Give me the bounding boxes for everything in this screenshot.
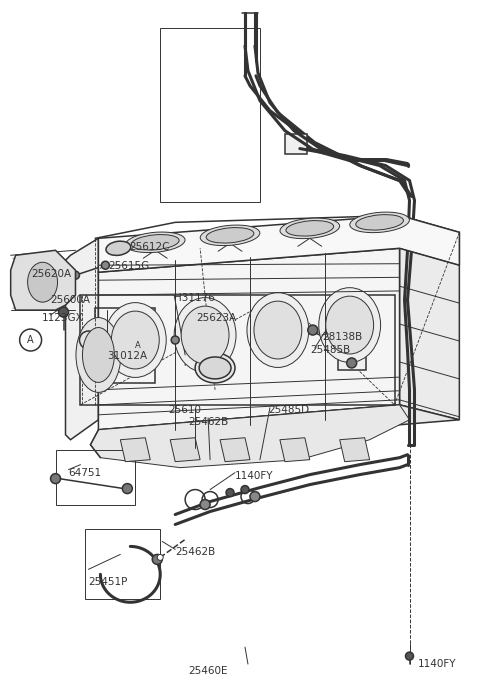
Text: 25600A: 25600A xyxy=(50,295,91,305)
Ellipse shape xyxy=(199,357,231,379)
Circle shape xyxy=(59,307,69,317)
Circle shape xyxy=(250,491,260,502)
Polygon shape xyxy=(90,405,409,468)
Polygon shape xyxy=(280,438,310,462)
Ellipse shape xyxy=(286,220,334,236)
Circle shape xyxy=(241,486,249,493)
Ellipse shape xyxy=(28,262,58,302)
Polygon shape xyxy=(11,250,75,310)
Ellipse shape xyxy=(356,215,404,230)
Circle shape xyxy=(308,325,318,335)
Polygon shape xyxy=(98,216,459,272)
Text: 1140FY: 1140FY xyxy=(418,659,456,669)
Text: 25612C: 25612C xyxy=(129,243,170,252)
Text: 25620A: 25620A xyxy=(32,269,72,279)
Circle shape xyxy=(200,500,210,509)
Text: A: A xyxy=(135,340,141,349)
Text: 25451P: 25451P xyxy=(88,577,128,587)
Text: A: A xyxy=(27,335,34,345)
Circle shape xyxy=(152,554,162,564)
Text: 64751: 64751 xyxy=(69,468,102,477)
Bar xyxy=(81,295,395,405)
Text: 25610: 25610 xyxy=(168,405,202,415)
Ellipse shape xyxy=(83,328,114,383)
Ellipse shape xyxy=(254,301,302,359)
Polygon shape xyxy=(340,438,370,462)
Polygon shape xyxy=(98,248,399,430)
Circle shape xyxy=(50,473,60,484)
Ellipse shape xyxy=(247,292,309,367)
Text: H31176: H31176 xyxy=(174,293,215,303)
Circle shape xyxy=(72,271,80,279)
Text: 31012A: 31012A xyxy=(108,351,147,361)
Polygon shape xyxy=(120,438,150,462)
Ellipse shape xyxy=(206,227,254,243)
Ellipse shape xyxy=(76,317,121,392)
Circle shape xyxy=(101,261,109,269)
Bar xyxy=(85,529,160,599)
Ellipse shape xyxy=(106,241,131,256)
Ellipse shape xyxy=(174,297,236,372)
Bar xyxy=(338,342,366,370)
Bar xyxy=(96,308,155,383)
Text: 25462B: 25462B xyxy=(175,547,216,557)
Polygon shape xyxy=(96,216,455,256)
Ellipse shape xyxy=(319,288,381,362)
Polygon shape xyxy=(170,438,200,462)
Circle shape xyxy=(157,554,163,561)
Circle shape xyxy=(406,652,413,660)
Ellipse shape xyxy=(132,234,179,250)
Ellipse shape xyxy=(104,303,166,378)
Circle shape xyxy=(171,336,179,344)
Text: 28138B: 28138B xyxy=(322,332,362,342)
Text: 1123GX: 1123GX xyxy=(42,313,84,323)
Bar xyxy=(285,134,307,154)
Ellipse shape xyxy=(350,212,409,233)
Ellipse shape xyxy=(111,311,159,369)
Text: 25462B: 25462B xyxy=(188,416,228,427)
Text: 25623A: 25623A xyxy=(196,313,236,323)
Ellipse shape xyxy=(280,218,340,238)
Polygon shape xyxy=(65,238,98,440)
Polygon shape xyxy=(98,405,459,445)
Text: 25460E: 25460E xyxy=(188,666,228,676)
Text: 1140FY: 1140FY xyxy=(235,471,274,481)
Ellipse shape xyxy=(200,225,260,245)
Polygon shape xyxy=(399,216,459,420)
Text: 25485D: 25485D xyxy=(268,405,309,415)
Ellipse shape xyxy=(326,296,373,354)
Text: 25615G: 25615G xyxy=(108,261,150,271)
Polygon shape xyxy=(220,438,250,462)
Ellipse shape xyxy=(125,232,185,252)
Bar xyxy=(56,450,135,505)
Circle shape xyxy=(122,484,132,493)
Bar xyxy=(160,28,260,202)
Circle shape xyxy=(226,489,234,497)
Ellipse shape xyxy=(195,353,235,383)
Text: 25485B: 25485B xyxy=(310,345,350,355)
Ellipse shape xyxy=(181,306,229,364)
Circle shape xyxy=(347,358,357,368)
